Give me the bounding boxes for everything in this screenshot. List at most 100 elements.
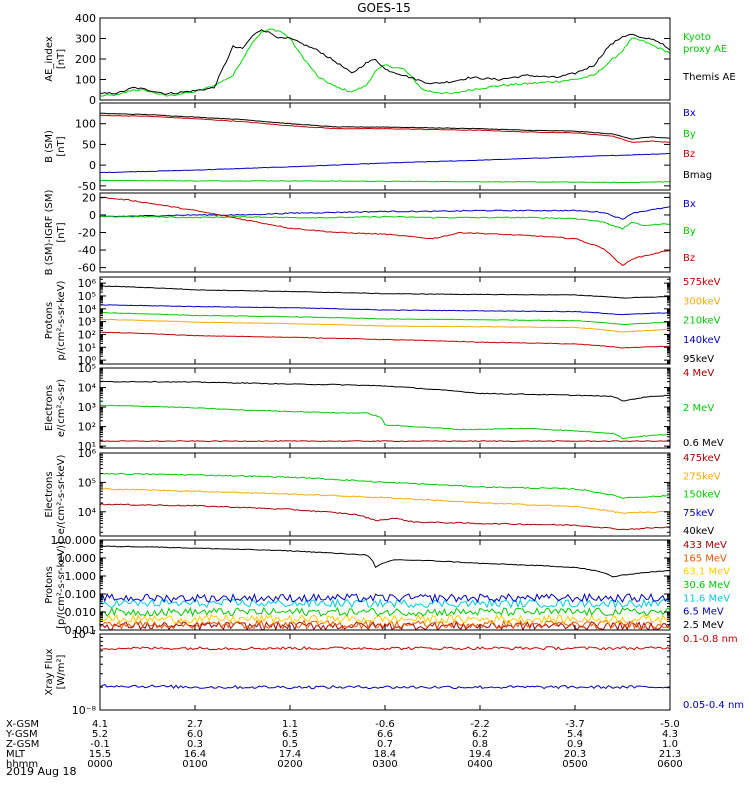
ephemeris-value: 16.4 (184, 749, 206, 760)
ephemeris-label: Y-GSM (5, 729, 38, 740)
bigrf-series-by (100, 215, 670, 230)
bigrf-ytick-label: -60 (78, 262, 96, 275)
protons-series-95kev (100, 285, 670, 299)
protons-series-210kev (100, 312, 670, 326)
ephemeris-value: 5.2 (92, 729, 108, 740)
bigrf-ylabel-1: [nT] (56, 222, 67, 242)
electrons_mev-ytick-label: 10⁵ (78, 362, 96, 375)
ephemeris-label: X-GSM (6, 719, 39, 730)
bigrf-ytick-label: -20 (78, 227, 96, 240)
protons-frame (99, 276, 671, 365)
electrons_kev-legend-1: 275keV (683, 471, 721, 482)
protons-ytick-label: 10¹ (78, 341, 96, 354)
electrons_mev-ylabel-0: Electrons (44, 385, 55, 431)
ephemeris-value: 0100 (182, 759, 207, 770)
bsm-frame (99, 102, 671, 191)
bsm-ytick-label: -50 (78, 180, 96, 193)
bsm-ytick-label: 50 (82, 138, 96, 151)
xray-series-0-1-0-8-nm (100, 645, 670, 651)
ephemeris-value: -5.0 (660, 719, 680, 730)
electrons_mev-series-2-mev (100, 404, 670, 440)
ae-ytick-label: 300 (75, 33, 96, 46)
protons-legend-4: 95keV (683, 354, 714, 365)
xray-legend-1: 0.05-0.4 nm (683, 700, 744, 711)
protons-ytick-label: 10⁰ (78, 354, 97, 367)
panel-xray: 10⁻⁸ 10⁻⁷ Xray Flux [W/m²] 0.1-0.8 nm 0.05-0.… (44, 628, 744, 717)
protons-ylabel-1: p/(cm²-s-sr-keV) (56, 280, 67, 360)
panel-electrons_kev: 10⁴ 10⁵ 10⁶ Electrons e/(cm²-s-sr-keV) 475keV… (44, 447, 721, 537)
chart-title: GOES-15 (357, 1, 411, 15)
xray-ylabel-0: Xray Flux (44, 648, 55, 695)
ephemeris-value: 2.7 (187, 719, 203, 730)
ephemeris-value: 21.3 (659, 749, 681, 760)
protons_mev-legend-4: 11.6 MeV (683, 593, 730, 604)
ephemeris-value: 6.2 (472, 729, 488, 740)
electrons_kev-series-475kev (100, 503, 670, 531)
electrons_mev-legend-2: 0.6 MeV (683, 438, 724, 449)
bsm-legend-3: Bmag (683, 170, 712, 181)
ephemeris-value: 17.4 (279, 749, 301, 760)
ephemeris-value: -2.2 (470, 719, 490, 730)
ephemeris-value: 20.3 (564, 749, 586, 760)
ephemeris-value: 0300 (372, 759, 397, 770)
bsm-series-bx (100, 153, 670, 174)
protons_mev-ytick-label: 0.001 (65, 624, 97, 637)
protons_mev-legend-0: 433 MeV (683, 540, 727, 551)
ae-series-themis-ae (100, 29, 670, 95)
protons-ytick-label: 10⁵ (78, 290, 96, 303)
ae-legend-1-0: Themis AE (682, 72, 736, 83)
protons_mev-legend-5: 6.5 MeV (683, 607, 724, 618)
electrons_mev-series-0-6-mev (100, 380, 670, 402)
protons-ytick-label: 10² (78, 328, 96, 341)
bigrf-series-bz (100, 196, 670, 267)
protons_mev-legend-2: 63.1 MeV (683, 567, 730, 578)
electrons_kev-legend-2: 150keV (683, 490, 721, 501)
bsm-legend-1: By (683, 129, 696, 140)
bsm-legend-0: Bx (683, 108, 696, 119)
protons_mev-ytick-label: 0.100 (65, 588, 97, 601)
xray-legend-0: 0.1-0.8 nm (683, 634, 738, 645)
electrons_kev-legend-4: 40keV (683, 526, 714, 537)
protons_mev-ytick-label: 0.010 (65, 606, 97, 619)
ephemeris-value: 1.1 (282, 719, 298, 730)
xray-frame (99, 633, 671, 711)
ephemeris-footer: X-GSM 4.1 2.7 1.1 -0.6 -2.2 -3.7 -5.0 Y-GSM 5.2 6.… (5, 719, 683, 770)
ae-ytick-label: 400 (75, 12, 96, 25)
panel-bsm: -50 0 50 100 B (SM) [nT] Bx By Bz Bmag (44, 102, 712, 193)
protons_mev-series-30-6-mev (100, 606, 670, 618)
protons_mev-series-63-1-mev (100, 613, 670, 625)
electrons_kev-ylabel-0: Electrons (44, 471, 55, 517)
ae-series (100, 28, 670, 97)
ephemeris-value: 19.4 (469, 749, 491, 760)
protons-ylabel-0: Protons (44, 302, 55, 339)
electrons_kev-legend-0: 475keV (683, 453, 721, 464)
electrons_mev-ytick-label: 10² (78, 421, 96, 434)
bigrf-legend-1: By (683, 226, 696, 237)
bsm-ytick-label: 0 (89, 159, 96, 172)
electrons_mev-ytick-label: 10⁴ (78, 382, 97, 395)
ae-ylabel-1: [nT] (56, 49, 67, 69)
bsm-ytick-label: 100 (75, 118, 96, 131)
electrons_mev-series-4-mev (100, 440, 670, 443)
bigrf-legend-0: Bx (683, 199, 696, 210)
bigrf-ylabel-0: B (SM)-IGRF (SM) (44, 190, 55, 276)
electrons_kev-ytick-label: 10⁶ (78, 447, 97, 460)
ae-frame (99, 17, 671, 101)
ephemeris-value: 0500 (562, 759, 587, 770)
bsm-series-bz (100, 114, 670, 143)
ephemeris-value: 0.7 (377, 739, 393, 750)
protons-legend-3: 140keV (683, 335, 721, 346)
panel-electrons_mev: 10¹ 10² 10³ 10⁴ 10⁵ Electrons e/(cm²-s-sr) 4 Me… (44, 362, 724, 453)
electrons_mev-legend-0: 4 MeV (683, 368, 714, 379)
ephemeris-label: Z-GSM (6, 739, 39, 750)
electrons_kev-series-275kev (100, 488, 670, 514)
protons_mev-ytick-label: 10.000 (58, 552, 97, 565)
bigrf-ytick-label: 20 (82, 191, 96, 204)
electrons_kev-ytick-label: 10⁵ (78, 476, 96, 489)
electrons_mev-legend-1: 2 MeV (683, 403, 714, 414)
bigrf-ytick-label: -40 (78, 244, 96, 257)
protons_mev-ylabel-0: Protons (44, 566, 55, 603)
protons_mev-ytick-label: 100.000 (51, 534, 97, 547)
